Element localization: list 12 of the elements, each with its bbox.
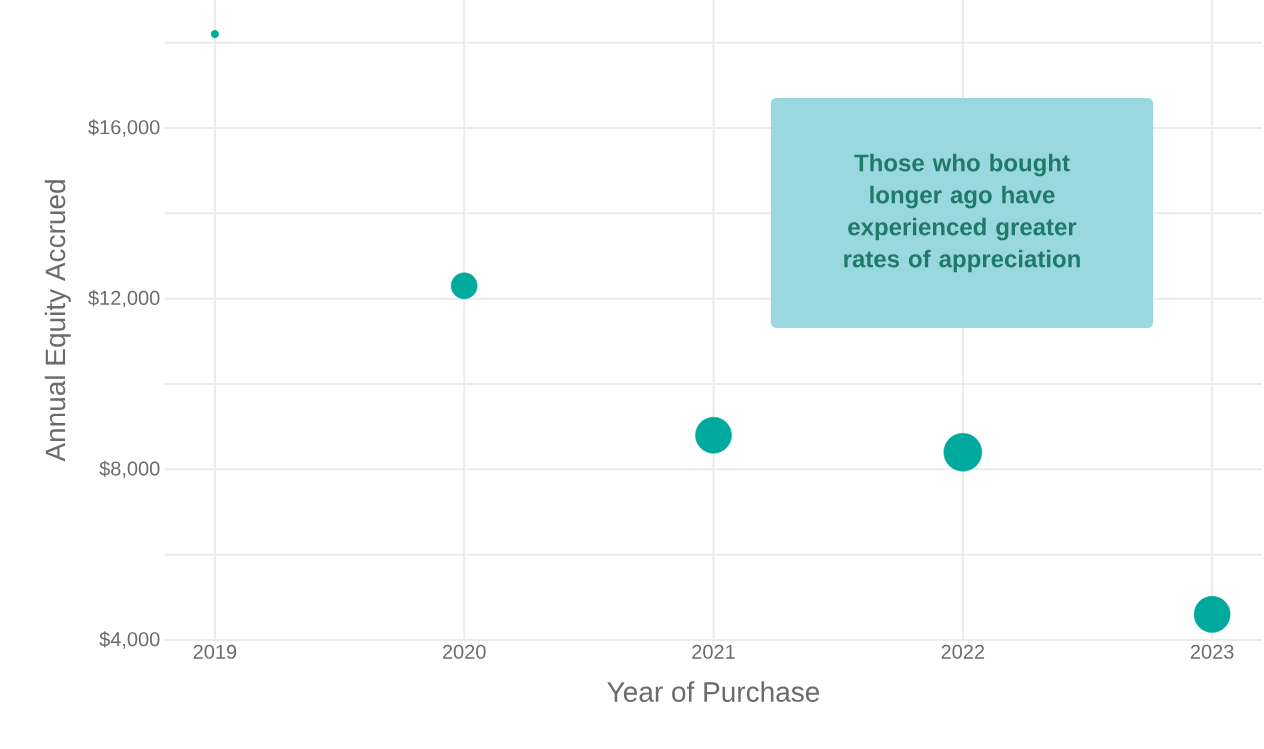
y-tick-label: $16,000 [88,119,160,137]
x-tick-label: 2019 [193,644,237,659]
y-axis-title: Annual Equity Accrued [44,180,71,462]
y-tick-label: $4,000 [99,631,160,649]
x-tick-label: 2020 [442,644,486,659]
y-tick-label: $8,000 [99,460,160,478]
annotation: Those who bought longer ago have experienced greater rates of appreciation [844,153,1080,273]
x-tick-label: 2021 [692,644,735,659]
x-tick-label: 2022 [941,644,985,659]
y-tick-label: $12,000 [88,289,160,308]
x-tick-label: 2023 [1190,644,1234,659]
x-axis-title: Year of Purchase [607,681,820,702]
